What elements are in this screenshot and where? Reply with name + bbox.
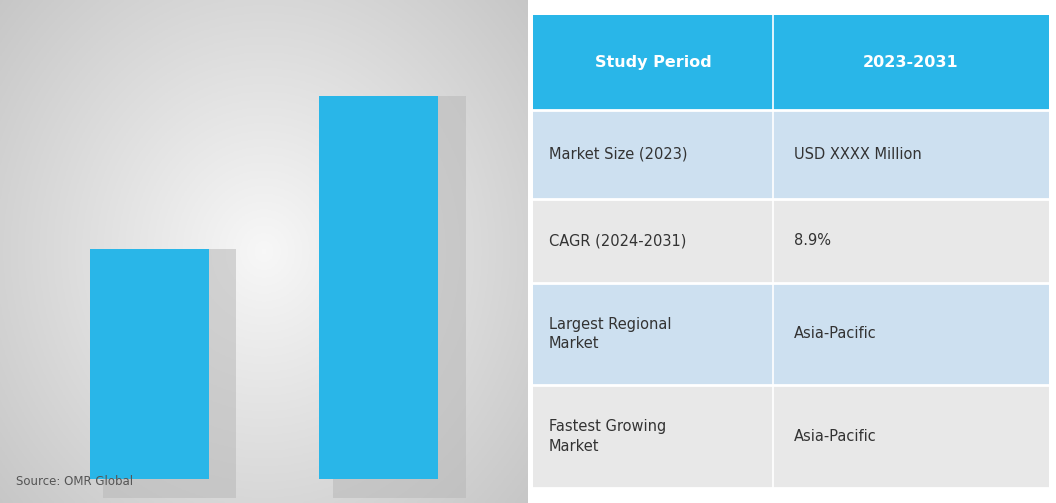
- Text: 8.9%: 8.9%: [793, 233, 830, 248]
- Bar: [333, 96, 466, 498]
- Bar: [533, 199, 1049, 283]
- Text: 2023-2031: 2023-2031: [863, 55, 959, 70]
- Text: Market Size (2023): Market Size (2023): [549, 147, 687, 162]
- Bar: [533, 283, 1049, 385]
- Text: Asia-Pacific: Asia-Pacific: [793, 326, 876, 342]
- Text: USD XXXX Million: USD XXXX Million: [793, 147, 921, 162]
- Text: Study Period: Study Period: [595, 55, 712, 70]
- Bar: [90, 249, 209, 479]
- Text: Fastest Growing
Market: Fastest Growing Market: [549, 419, 666, 454]
- Text: Asia-Pacific: Asia-Pacific: [793, 429, 876, 444]
- Bar: [103, 249, 237, 498]
- Bar: [533, 110, 1049, 199]
- Text: Source: OMR Global: Source: OMR Global: [16, 475, 133, 488]
- Bar: [319, 96, 438, 479]
- Text: CAGR (2024-2031): CAGR (2024-2031): [549, 233, 686, 248]
- Bar: [533, 385, 1049, 488]
- Text: Largest Regional
Market: Largest Regional Market: [549, 316, 672, 351]
- Bar: [533, 15, 1049, 110]
